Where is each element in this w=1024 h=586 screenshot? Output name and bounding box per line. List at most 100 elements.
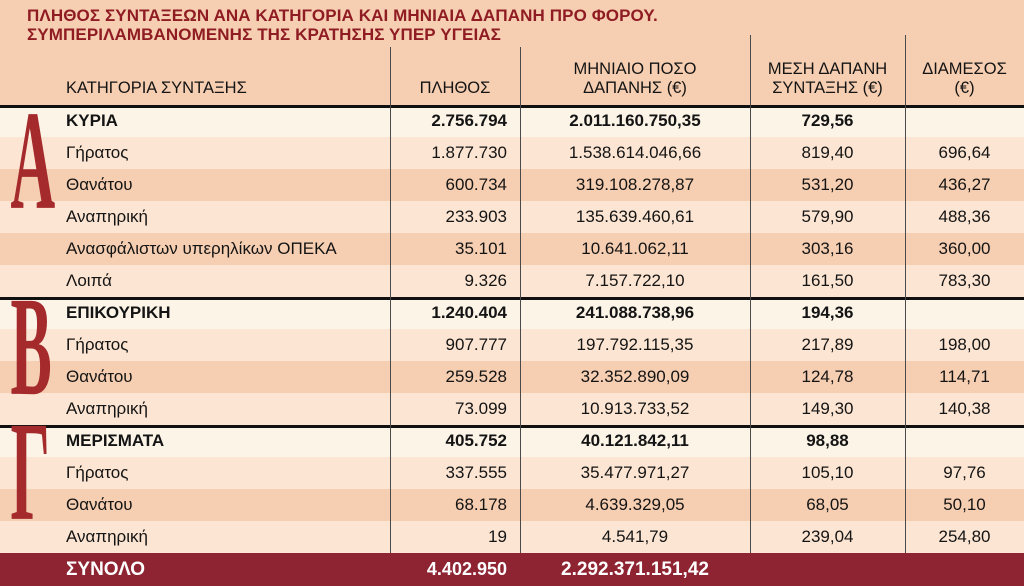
- cell-average-expense: 579,90: [801, 207, 854, 226]
- cell-average-expense: 819,40: [801, 143, 854, 162]
- cell-monthly-expense: 135.639.460,61: [575, 207, 695, 226]
- cell-category: ΕΠΙΚΟΥΡΙΚΗ: [66, 303, 171, 322]
- cell-category: Γήρατος: [66, 143, 129, 162]
- cell-category: Θανάτου: [66, 495, 133, 514]
- table-body: ΚΥΡΙΑ 2.756.794 2.011.160.750,35 729,56 …: [0, 105, 1024, 553]
- cell-monthly-expense: 1.538.614.046,66: [568, 143, 702, 162]
- column-divider-2: [520, 47, 521, 553]
- cell-median: 140,38: [938, 399, 991, 418]
- cell-monthly-expense: 241.088.738,96: [575, 303, 695, 322]
- column-header-category: ΚΑΤΗΓΟΡΙΑ ΣΥΝΤΑΞΗΣ: [55, 45, 390, 105]
- cell-median: [905, 425, 1024, 457]
- column-header-average-expense-line1: ΜΕΣΗ ΔΑΠΑΝΗ: [767, 60, 888, 78]
- cell-monthly-expense: 40.121.842,11: [581, 431, 689, 450]
- cell-average-expense: 303,16: [801, 239, 854, 258]
- total-monthly-expense: 2.292.371.151,42: [561, 559, 709, 580]
- page-title-line2: ΣΥΜΠΕΡΙΛΑΜΒΑΝΟΜΕΝΗΣ ΤΗΣ ΚΡΑΤΗΣΗΣ ΥΠΕΡ ΥΓ…: [27, 24, 501, 44]
- table-row: Ανασφάλιστων υπερηλίκων ΟΠΕΚΑ 35.101 10.…: [0, 233, 1024, 265]
- column-header-median-line1: ΔΙΑΜΕΣΟΣ: [922, 60, 1007, 78]
- table-row: Αναπηρική 233.903 135.639.460,61 579,90 …: [0, 201, 1024, 233]
- table-row: Θανάτου 600.734 319.108.278,87 531,20 43…: [0, 169, 1024, 201]
- column-header-average-expense-line2: ΣΥΝΤΑΞΗΣ (€): [772, 79, 883, 97]
- group-letter-alpha: Α: [10, 81, 56, 240]
- cell-monthly-expense: 2.011.160.750,35: [569, 111, 701, 130]
- cell-category: Αναπηρική: [66, 527, 148, 546]
- cell-average-expense: 217,89: [801, 335, 854, 354]
- cell-average-expense: 68,05: [806, 495, 849, 514]
- cell-category: Θανάτου: [66, 175, 133, 194]
- cell-median: 696,64: [938, 143, 991, 162]
- cell-count: 68.178: [455, 495, 507, 514]
- table-row: ΜΕΡΙΣΜΑΤΑ 405.752 40.121.842,11 98,88: [0, 425, 1024, 457]
- cell-monthly-expense: 10.913.733,52: [580, 399, 690, 418]
- total-median: [905, 553, 1024, 586]
- cell-monthly-expense: 319.108.278,87: [575, 175, 695, 194]
- cell-count: 405.752: [445, 431, 507, 450]
- cell-monthly-expense: 4.541,79: [601, 527, 669, 546]
- table-row: Αναπηρική 19 4.541,79 239,04 254,80: [0, 521, 1024, 553]
- column-header-monthly-expense-line1: ΜΗΝΙΑΙΟ ΠΟΣΟ: [573, 60, 697, 78]
- cell-category: Θανάτου: [66, 367, 133, 386]
- cell-monthly-expense: 35.477.971,27: [580, 463, 690, 482]
- cell-monthly-expense: 4.639.329,05: [585, 495, 685, 514]
- cell-count: 2.756.794: [431, 111, 507, 130]
- total-average-expense: [750, 553, 905, 586]
- cell-average-expense: 149,30: [801, 399, 854, 418]
- table-row: Γήρατος 1.877.730 1.538.614.046,66 819,4…: [0, 137, 1024, 169]
- table-row: Γήρατος 907.777 197.792.115,35 217,89 19…: [0, 329, 1024, 361]
- cell-monthly-expense: 197.792.115,35: [576, 335, 694, 354]
- cell-count: 233.903: [445, 207, 507, 226]
- cell-average-expense: 239,04: [801, 527, 854, 546]
- table-row: Γήρατος 337.555 35.477.971,27 105,10 97,…: [0, 457, 1024, 489]
- cell-count: 19: [488, 527, 507, 546]
- cell-count: 9.326: [464, 271, 507, 290]
- cell-median: 360,00: [938, 239, 991, 258]
- cell-median: 97,76: [943, 463, 986, 482]
- total-count: 4.402.950: [426, 559, 507, 579]
- cell-median: 436,27: [938, 175, 991, 194]
- column-header-median: ΔΙΑΜΕΣΟΣ (€): [905, 45, 1024, 105]
- column-header-average-expense: ΜΕΣΗ ΔΑΠΑΝΗ ΣΥΝΤΑΞΗΣ (€): [750, 45, 905, 105]
- cell-average-expense: 124,78: [801, 367, 854, 386]
- table-row: Θανάτου 259.528 32.352.890,09 124,78 114…: [0, 361, 1024, 393]
- cell-median: 783,30: [938, 271, 991, 290]
- cell-category: Αναπηρική: [66, 207, 148, 226]
- total-letter-spacer: [0, 553, 55, 586]
- cell-median: 254,80: [938, 527, 991, 546]
- page-title: ΠΛΗΘΟΣ ΣΥΝΤΑΞΕΩΝ ΑΝΑ ΚΑΤΗΓΟΡΙΑ ΚΑΙ ΜΗΝΙΑ…: [27, 6, 658, 44]
- cell-average-expense: 105,10: [801, 463, 854, 482]
- table-header: ΚΑΤΗΓΟΡΙΑ ΣΥΝΤΑΞΗΣ ΠΛΗΘΟΣ ΜΗΝΙΑΙΟ ΠΟΣΟ Δ…: [0, 45, 1024, 105]
- table-row: Αναπηρική 73.099 10.913.733,52 149,30 14…: [0, 393, 1024, 425]
- cell-average-expense: 729,56: [801, 111, 854, 130]
- cell-count: 1.877.730: [431, 143, 507, 162]
- cell-average-expense: 98,88: [806, 431, 849, 450]
- column-header-count: ΠΛΗΘΟΣ: [390, 45, 520, 105]
- cell-category: Αναπηρική: [66, 399, 148, 418]
- cell-average-expense: 194,36: [801, 303, 854, 322]
- cell-category: Γήρατος: [66, 463, 129, 482]
- cell-median: 114,71: [939, 367, 990, 386]
- cell-count: 600.734: [445, 175, 507, 194]
- column-header-category-label: ΚΑΤΗΓΟΡΙΑ ΣΥΝΤΑΞΗΣ: [66, 79, 247, 97]
- cell-count: 73.099: [455, 399, 507, 418]
- cell-median: [905, 105, 1024, 137]
- cell-category: ΜΕΡΙΣΜΑΤΑ: [66, 431, 165, 450]
- cell-median: 198,00: [938, 335, 991, 354]
- column-divider-4: [905, 35, 906, 553]
- total-label: ΣΥΝΟΛΟ: [66, 559, 146, 580]
- cell-count: 907.777: [445, 335, 507, 354]
- cell-monthly-expense: 32.352.890,09: [580, 367, 690, 386]
- cell-median: [905, 297, 1024, 329]
- column-header-monthly-expense: ΜΗΝΙΑΙΟ ΠΟΣΟ ΔΑΠΑΝΗΣ (€): [520, 45, 750, 105]
- column-divider-3: [750, 35, 751, 553]
- page-title-line1: ΠΛΗΘΟΣ ΣΥΝΤΑΞΕΩΝ ΑΝΑ ΚΑΤΗΓΟΡΙΑ ΚΑΙ ΜΗΝΙΑ…: [27, 6, 658, 25]
- group-letter-gamma: Γ: [10, 392, 50, 551]
- total-row: ΣΥΝΟΛΟ 4.402.950 2.292.371.151,42: [0, 553, 1024, 586]
- table-row: Θανάτου 68.178 4.639.329,05 68,05 50,10: [0, 489, 1024, 521]
- column-header-count-label: ΠΛΗΘΟΣ: [419, 79, 491, 97]
- cell-count: 259.528: [445, 367, 507, 386]
- cell-category: ΚΥΡΙΑ: [66, 111, 118, 130]
- column-header-monthly-expense-line2: ΔΑΠΑΝΗΣ (€): [583, 79, 687, 97]
- cell-monthly-expense: 7.157.722,10: [585, 271, 685, 290]
